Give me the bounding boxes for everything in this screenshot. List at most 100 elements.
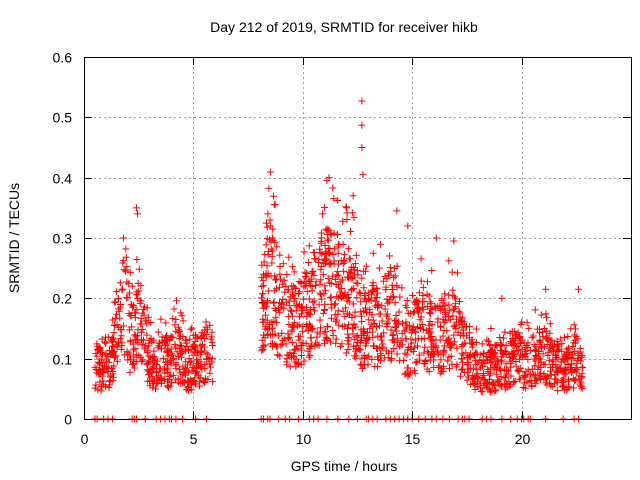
data-point (129, 302, 137, 310)
data-point (127, 355, 135, 363)
data-point (372, 297, 380, 305)
data-point (552, 361, 560, 369)
data-point (166, 357, 174, 365)
data-point (363, 309, 371, 317)
data-point (149, 365, 157, 373)
data-point (528, 334, 536, 342)
data-point (446, 343, 454, 351)
data-point (302, 280, 310, 288)
data-point (418, 320, 426, 328)
data-point (321, 241, 329, 249)
data-point (321, 336, 329, 344)
data-point (464, 373, 472, 381)
data-point (352, 251, 360, 259)
data-point (271, 272, 279, 280)
data-point (178, 343, 186, 351)
data-point (188, 324, 196, 332)
data-point (279, 260, 287, 268)
data-point (414, 307, 422, 315)
data-point (112, 288, 120, 296)
data-point (531, 306, 539, 314)
data-point (321, 300, 329, 308)
data-point (379, 343, 387, 351)
data-point (326, 279, 334, 287)
data-point (438, 367, 446, 375)
data-point (266, 216, 274, 224)
data-point (573, 359, 581, 367)
data-point (333, 268, 341, 276)
data-point (344, 291, 352, 299)
data-point (434, 318, 442, 326)
data-point (177, 309, 185, 317)
data-point (528, 382, 536, 390)
data-point (493, 341, 501, 349)
data-point (494, 357, 502, 365)
data-point (176, 327, 184, 335)
x-tick-label: 0 (81, 431, 89, 447)
data-point (498, 353, 506, 361)
data-point (104, 353, 112, 361)
data-point (315, 255, 323, 263)
data-point (181, 371, 189, 379)
data-point (534, 362, 542, 370)
data-point (361, 361, 369, 369)
data-point (395, 308, 403, 316)
data-point-peak (450, 237, 458, 245)
data-point (368, 282, 376, 290)
data-point (290, 282, 298, 290)
y-axis-label: SRMTID / TECUs (6, 183, 22, 293)
data-point (348, 285, 356, 293)
data-point (263, 234, 271, 242)
data-point (520, 371, 528, 379)
data-point (488, 387, 496, 395)
data-point (402, 369, 410, 377)
data-point (184, 346, 192, 354)
data-point (384, 319, 392, 327)
data-point (262, 311, 270, 319)
data-point (408, 329, 416, 337)
data-point (302, 323, 310, 331)
data-point (312, 278, 320, 286)
data-point (354, 279, 362, 287)
data-point (178, 312, 186, 320)
data-point (426, 325, 434, 333)
x-axis-label: GPS time / hours (291, 458, 398, 474)
data-point (92, 366, 100, 374)
data-point (363, 353, 371, 361)
data-point (319, 271, 327, 279)
data-point (276, 309, 284, 317)
data-point (547, 364, 555, 372)
data-point (191, 349, 199, 357)
data-point (163, 332, 171, 340)
data-point (308, 287, 316, 295)
data-point (94, 346, 102, 354)
data-point (541, 373, 549, 381)
data-point (564, 348, 572, 356)
data-point (107, 372, 115, 380)
data-point (162, 333, 170, 341)
data-point (184, 376, 192, 384)
data-point (577, 373, 585, 381)
data-point (494, 378, 502, 386)
data-point (329, 251, 337, 259)
data-point (191, 374, 199, 382)
data-point (332, 335, 340, 343)
data-point (542, 327, 550, 335)
data-points (91, 97, 586, 423)
data-point-peak (358, 97, 366, 105)
data-point (554, 343, 562, 351)
data-point (305, 259, 313, 267)
data-point (456, 298, 464, 306)
data-point (99, 380, 107, 388)
data-point (420, 334, 428, 342)
data-point (486, 375, 494, 383)
data-point (399, 319, 407, 327)
data-point-peak (487, 325, 495, 332)
data-point (98, 355, 106, 363)
data-point (432, 336, 440, 344)
data-point (175, 335, 183, 343)
data-point (547, 371, 555, 379)
data-point (374, 353, 382, 361)
data-point (543, 374, 551, 382)
data-point (320, 306, 328, 314)
